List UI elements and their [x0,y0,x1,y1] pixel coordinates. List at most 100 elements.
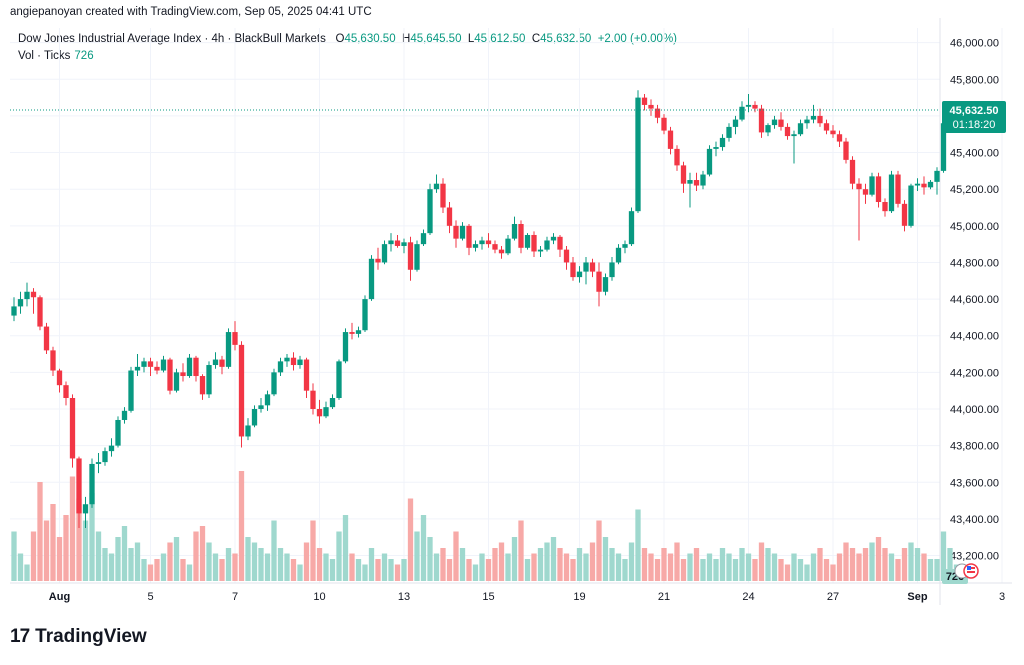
volume-bar [758,542,765,581]
volume-bar [914,548,921,581]
candle-body [570,262,576,278]
candle-body [908,185,914,226]
volume-bar [518,520,524,581]
volume-bar [615,553,622,581]
volume-bar [693,548,700,581]
volume-bar [745,553,752,581]
volume-bar [862,548,869,581]
candle-body [290,357,297,366]
volume-bar [687,553,693,581]
candle-body [771,119,778,126]
candle-body [381,244,388,263]
candle-body [297,359,303,366]
candle-body [563,249,570,263]
volume-bar [511,537,518,581]
candle-body [713,147,719,149]
candle-body [648,104,654,109]
volume-bar [30,531,37,581]
volume-bar [17,553,24,581]
candle-body [199,376,206,395]
candle-body [726,126,732,138]
tradingview-brand: TradingView [35,626,147,647]
high-value: 45,645.50 [410,33,462,45]
volume-bar [810,553,817,581]
volume-bar [310,520,316,581]
volume-bar [303,542,310,581]
volume-bar [427,537,433,581]
y-tick-label: 43,800.00 [950,441,999,453]
candle-body [745,104,752,107]
volume-bar [856,553,862,581]
close-value: 45,632.50 [540,33,592,45]
y-tick-label: 44,200.00 [950,367,999,379]
candle-body [180,372,186,377]
volume-bar [817,548,823,581]
volume-bar [875,537,882,581]
volume-bar [180,559,186,581]
candle-body [518,223,524,248]
volume-bar [388,559,394,581]
volume-bar [901,548,908,581]
candle-body [310,390,316,409]
candle-body [531,234,537,252]
candle-body [719,137,726,148]
tradingview-mark-icon: 17 [10,626,30,647]
volume-bar [141,559,147,581]
low-value: 45,612.50 [474,33,526,45]
volume-bar [37,482,43,581]
volume-bar [232,553,238,581]
candle-body [225,332,232,367]
volume-bar [56,537,63,581]
candle-body [693,180,700,186]
low-label: L [467,33,475,45]
candle-body [940,123,947,171]
volume-value: 726 [74,50,94,62]
candle-body [271,372,277,395]
candle-body [485,240,492,245]
us-flag-stripe [967,571,975,573]
candle-body [830,130,836,135]
volume-bar [251,542,258,581]
volume-bar [778,559,784,581]
volume-bar [648,553,654,581]
candle-body [784,126,791,137]
candle-body [797,123,804,135]
volume-bar [355,559,362,581]
candle-body [128,370,134,411]
candle-body [804,119,810,124]
volume-bar [804,564,810,581]
volume-bar [908,542,914,581]
candle-body [459,225,466,239]
volume-bar [596,520,602,581]
candle-body [875,176,882,203]
volume-bar [414,531,420,581]
candle-body [401,242,407,246]
x-tick-label: 5 [147,591,153,603]
volume-bar [544,542,550,581]
candle-body [680,165,687,184]
y-tick-label: 45,400.00 [950,148,999,160]
candle-body [336,361,342,398]
volume-bar [24,564,30,581]
volume-bar [375,559,381,581]
volume-bar [732,559,739,581]
volume-bar [121,526,128,581]
candle-body [238,344,245,437]
volume-bar [895,559,901,581]
volume-bar [154,559,160,581]
volume-bar [531,553,537,581]
x-tick-label: 24 [742,591,754,603]
candle-body [284,357,290,362]
candle-body [388,240,394,245]
volume-bar [576,548,583,581]
candle-body [817,115,823,124]
volume-bar [726,553,732,581]
candle-body [323,407,329,417]
candle-body [687,180,693,184]
volume-bar [830,564,836,581]
volume-bar [69,476,76,581]
volume-bar [297,564,303,581]
volume-bar [193,531,199,581]
volume-bar [89,493,95,581]
